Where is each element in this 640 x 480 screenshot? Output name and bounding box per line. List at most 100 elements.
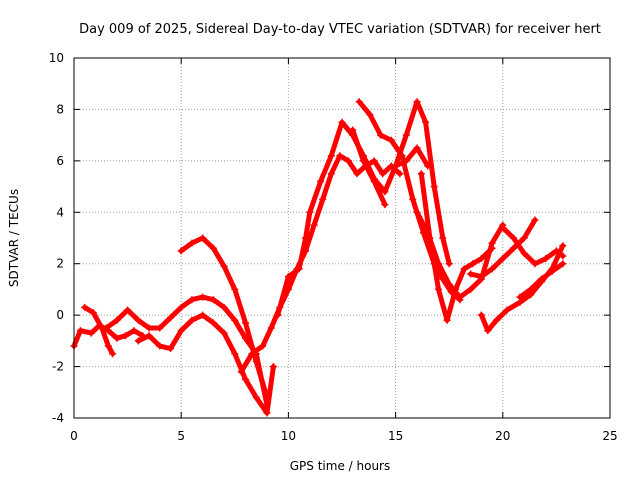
data-point xyxy=(537,275,545,283)
x-tick-label: 0 xyxy=(70,429,78,443)
data-point xyxy=(349,126,357,134)
data-point xyxy=(199,293,207,301)
data-point xyxy=(124,306,132,314)
data-point xyxy=(237,368,245,376)
y-tick-label: 0 xyxy=(56,308,64,322)
data-point xyxy=(392,162,400,170)
data-point xyxy=(89,309,97,317)
y-tick-label: -4 xyxy=(52,411,64,425)
x-tick-label: 15 xyxy=(388,429,403,443)
data-point xyxy=(445,260,453,268)
series-sat-j xyxy=(392,98,453,268)
data-point xyxy=(284,273,292,281)
data-point xyxy=(327,170,335,178)
data-point xyxy=(527,285,535,293)
data-point xyxy=(109,350,117,358)
data-point xyxy=(531,260,539,268)
series-sat-n xyxy=(499,224,567,268)
data-point xyxy=(209,296,217,304)
data-point xyxy=(434,285,442,293)
data-point xyxy=(156,324,164,332)
data-point xyxy=(520,234,528,242)
data-point xyxy=(220,303,228,311)
series-sat-c xyxy=(102,293,271,409)
data-point xyxy=(499,255,507,263)
data-point xyxy=(424,229,432,237)
data-point xyxy=(166,314,174,322)
data-point xyxy=(130,327,138,335)
y-tick-label: 8 xyxy=(56,102,64,116)
x-tick-label: 25 xyxy=(602,429,617,443)
x-tick-label: 5 xyxy=(177,429,185,443)
series-sat-g xyxy=(274,118,432,319)
data-point xyxy=(488,265,496,273)
series-line xyxy=(103,294,270,408)
data-point xyxy=(417,170,425,178)
data-point xyxy=(199,234,207,242)
data-point xyxy=(413,98,421,106)
data-point xyxy=(409,195,417,203)
grid xyxy=(74,58,610,418)
data-point xyxy=(269,363,277,371)
data-point xyxy=(177,247,185,255)
data-point xyxy=(477,255,485,263)
x-axis-label: GPS time / hours xyxy=(290,459,391,473)
data-point xyxy=(460,265,468,273)
data-point xyxy=(488,239,496,247)
axis-ticks: 0 5 10 15 20 25 -4 -2 0 2 4 6 8 10 xyxy=(49,51,618,443)
data-point xyxy=(503,306,511,314)
data-point xyxy=(317,177,325,185)
y-tick-label: 4 xyxy=(56,205,64,219)
data-point xyxy=(542,255,550,263)
data-point xyxy=(177,327,185,335)
data-point xyxy=(355,98,363,106)
data-point xyxy=(104,342,112,350)
series-line xyxy=(275,119,431,318)
data-point xyxy=(359,157,367,165)
data-series xyxy=(70,98,567,417)
data-point xyxy=(510,234,518,242)
data-point xyxy=(338,118,346,126)
data-point xyxy=(396,170,404,178)
series-sat-d xyxy=(134,311,277,417)
data-point xyxy=(145,332,153,340)
data-point xyxy=(381,188,389,196)
data-point xyxy=(209,244,217,252)
series-line xyxy=(478,243,566,334)
series-sat-p xyxy=(516,260,567,301)
data-point xyxy=(231,350,239,358)
data-point xyxy=(548,267,556,275)
data-point xyxy=(344,157,352,165)
data-point xyxy=(381,201,389,209)
data-point xyxy=(379,170,387,178)
data-point xyxy=(310,221,318,229)
data-point xyxy=(353,170,361,178)
data-point xyxy=(145,324,153,332)
data-point xyxy=(402,131,410,139)
data-point xyxy=(220,262,228,270)
data-point xyxy=(302,234,310,242)
data-point xyxy=(484,327,492,335)
data-point xyxy=(413,144,421,152)
data-point xyxy=(319,195,327,203)
data-point xyxy=(231,285,239,293)
data-point xyxy=(134,316,142,324)
data-point xyxy=(177,303,185,311)
data-point xyxy=(188,316,196,324)
data-point xyxy=(499,224,507,232)
data-point xyxy=(252,357,260,365)
series-sat-b xyxy=(81,303,117,358)
data-point xyxy=(559,242,567,250)
data-point xyxy=(188,239,196,247)
data-point xyxy=(492,316,500,324)
data-point xyxy=(516,293,524,301)
y-tick-label: 2 xyxy=(56,257,64,271)
chart-title: Day 009 of 2025, Sidereal Day-to-day VTE… xyxy=(79,22,601,37)
data-point xyxy=(274,311,282,319)
data-point xyxy=(327,152,335,160)
series-line xyxy=(350,127,388,208)
data-point xyxy=(387,136,395,144)
data-point xyxy=(134,337,142,345)
data-point xyxy=(87,329,95,337)
